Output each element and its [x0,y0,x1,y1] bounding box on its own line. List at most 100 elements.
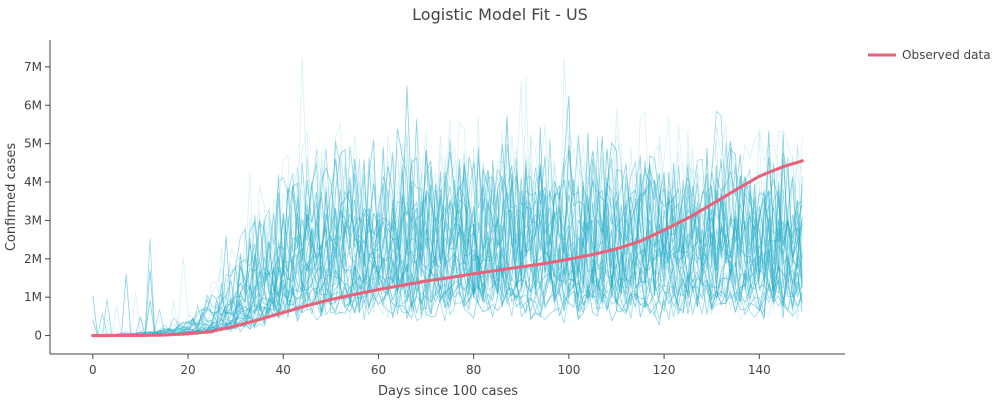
observed-point [386,286,390,290]
simulation-trace [92,163,803,336]
observed-point [291,308,295,312]
x-tick-label: 80 [466,363,481,377]
observed-point [467,272,471,277]
simulation-trace [92,210,803,336]
y-tick-label: 5M [24,137,42,151]
observed-point [753,177,757,181]
simulation-trace [92,248,803,336]
simulation-trace [92,85,803,336]
simulation-trace [92,163,803,336]
observed-point [415,281,419,285]
observed-point [191,331,195,335]
simulation-trace [92,148,803,336]
simulation-trace [92,138,803,336]
simulation-trace [92,163,803,336]
simulation-traces [92,57,803,337]
observed-point [553,260,557,264]
observed-point [134,333,138,338]
observed-point [676,221,681,225]
observed-point [719,197,723,201]
observed-point [448,276,452,280]
observed-point [305,304,309,308]
y-ticks: 0 1M 2M 3M 4M 5M 6M 7M [24,60,50,343]
simulation-trace [92,76,803,336]
observed-point [343,294,347,299]
observed-point [272,313,276,317]
observed-point [695,211,700,215]
observed-point [186,332,190,336]
x-tick-label: 0 [89,363,97,377]
observed-point [243,321,247,325]
observed-point [648,235,652,239]
simulation-trace [92,110,803,335]
simulation-trace [92,146,803,336]
simulation-trace [92,138,803,336]
observed-point [315,301,319,305]
observed-point [586,253,590,258]
simulation-trace [92,95,803,336]
observed-point [357,291,361,296]
simulation-trace [92,237,803,336]
observed-point [167,333,171,337]
observed-point [576,255,581,259]
legend[interactable]: Observed data [868,48,991,62]
simulation-trace [92,194,803,336]
observed-point [229,325,233,329]
simulation-trace [92,95,803,336]
observed-point [653,232,657,237]
y-tick-label: 0 [34,329,42,343]
simulation-trace [92,237,803,336]
simulation-trace [92,259,803,336]
simulation-trace [92,148,803,336]
simulation-trace [92,255,803,336]
observed-point [614,247,619,251]
observed-point [281,310,285,315]
observed-point [157,333,162,337]
simulation-trace [92,175,803,336]
simulation-trace [92,194,803,336]
observed-point [567,257,571,261]
observed-point [505,267,509,271]
simulation-trace [92,57,803,336]
simulation-trace [92,85,803,336]
x-tick-label: 140 [748,363,771,377]
observed-point [743,183,747,187]
observed-point [681,218,685,223]
observed-point [395,284,400,288]
simulation-trace [92,110,803,335]
simulation-trace [92,146,803,336]
observed-point [500,268,504,272]
observed-point [762,172,766,176]
observed-point [619,245,623,249]
observed-point [667,226,671,230]
observed-point [686,216,690,220]
simulation-trace [92,265,803,337]
observed-point [624,244,628,248]
observed-point [514,266,519,270]
legend-label-observed: Observed data [902,48,991,62]
simulation-trace [92,255,803,336]
simulation-trace [92,239,803,336]
observed-point [367,289,371,294]
observed-point [324,299,328,303]
simulation-trace [92,248,803,336]
simulation-trace [92,270,803,336]
simulation-trace [92,277,803,336]
observed-point [348,293,352,298]
y-tick-label: 1M [24,290,42,304]
simulation-trace [92,255,803,336]
observed-point [181,332,185,336]
observed-point [257,317,262,322]
y-tick-label: 2M [24,252,42,266]
observed-point [334,296,338,301]
observed-point [224,326,228,330]
observed-point [219,327,223,331]
observed-point [234,324,238,328]
x-tick-label: 40 [276,363,291,377]
observed-point [629,242,633,246]
observed-point [581,254,585,258]
observed-point [529,263,533,268]
observed-point [748,180,752,184]
observed-point [524,264,528,268]
observed-point [362,290,366,295]
